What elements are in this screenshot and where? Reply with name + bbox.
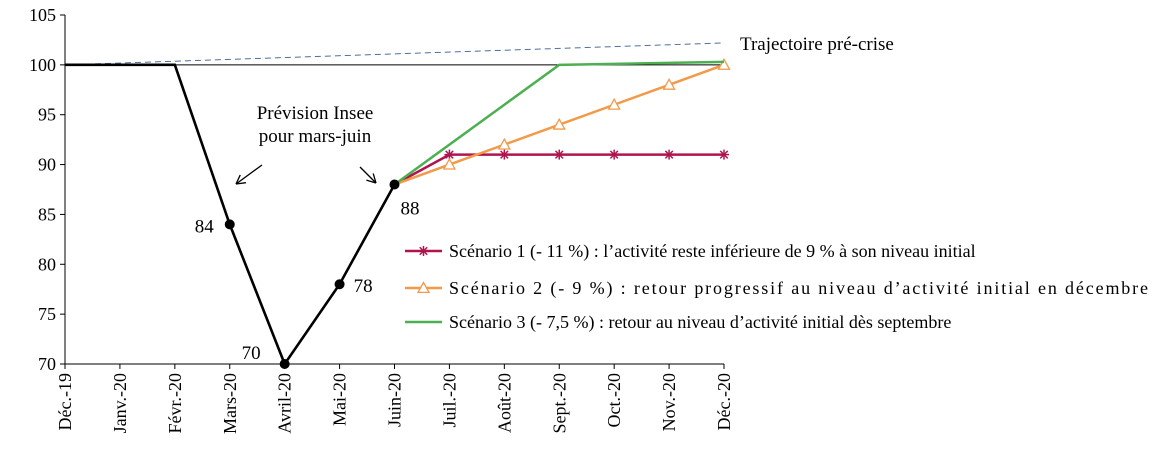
series-group [393,58,731,186]
arrow-head [235,174,241,185]
star-stroke [719,150,729,159]
base-point [224,219,235,230]
trend-label: Trajectoire pré-crise [740,34,894,55]
y-tick-label: 85 [38,204,56,224]
y-tick-label: 105 [29,5,56,25]
annotation-arrow [235,164,263,185]
axes: 70 75 80 85 90 95 100 105 Déc.-19 Janv.-20 Févr.-2… [29,5,734,434]
arrow-head [372,173,377,184]
scenario-1-point [609,149,620,160]
y-tick-label: 70 [38,354,56,374]
star-stroke [554,150,564,159]
base-point [334,279,345,290]
star-stroke [664,150,674,159]
scenario-3-line [393,60,725,186]
base-series [65,63,400,369]
legend-label-3: Scénario 3 (- 7,5 %) : retour au niveau … [449,312,951,333]
legend: Scénario 1 (- 11 %) : l’activité reste i… [405,241,1148,333]
data-label: 70 [242,343,261,364]
arrow-head [235,182,246,185]
base-point [389,179,400,190]
scenario-2-point [442,157,457,170]
arrow-head [366,179,377,184]
star-stroke [419,246,428,256]
scenario-2-point [552,117,566,130]
x-tick-label: Avril-20 [275,373,295,434]
x-tick-label: Juil.-20 [439,373,459,428]
x-tick-label: Mars-20 [220,373,240,434]
scenario-1-point [499,149,510,160]
data-label: 78 [354,276,373,297]
legend-marker-1 [418,246,429,256]
star-stroke [500,150,509,159]
x-tick-label: Déc.-19 [55,373,75,430]
scenario-2-point [662,77,676,90]
arrow-shaft [359,166,377,184]
data-label: 88 [401,199,420,220]
annotation-line: Prévision Insee [257,103,374,124]
legend-label-1: Scénario 1 (- 11 %) : l’activité reste i… [449,241,976,262]
annotation-arrow [359,166,377,184]
arrow-shaft [235,164,263,185]
x-tick-label: Juin-20 [385,373,405,427]
x-tick-label: Nov.-20 [659,373,679,431]
scenario-1-point [719,149,729,160]
x-tick-label: Déc.-20 [714,373,734,430]
x-tick-label: Mai-20 [330,373,350,426]
x-tick-label: Oct.-20 [604,373,624,427]
data-labels: 84 70 78 88 [195,199,420,364]
base-point [279,359,290,369]
scenario-1-point [664,149,675,160]
data-label: 84 [195,216,215,237]
pre-crisis-trend: Trajectoire pré-crise [64,34,894,66]
scenario-1-point [554,149,565,160]
star-stroke [445,150,454,159]
y-tick-label: 80 [38,254,56,274]
scenario-2-point [607,97,621,110]
star-stroke [609,150,619,159]
y-tick-label: 75 [38,304,56,324]
annotation-line: pour mars-juin [259,126,372,147]
scenario-2-point [717,58,731,70]
x-tick-label: Janv.-20 [110,373,130,433]
x-tick-label: Sept.-20 [549,373,569,434]
x-tick-label: Août-20 [494,373,514,433]
x-tick-label: Févr.-20 [165,373,185,434]
scenario-2-point [497,137,511,150]
y-tick-label: 90 [38,155,56,175]
legend-marker-2 [416,281,431,294]
legend-label-2: Scénario 2 (- 9 %) : retour progressif a… [449,278,1148,299]
y-tick-label: 95 [38,105,56,125]
trend-line [64,42,725,66]
y-tick-label: 100 [29,55,56,75]
